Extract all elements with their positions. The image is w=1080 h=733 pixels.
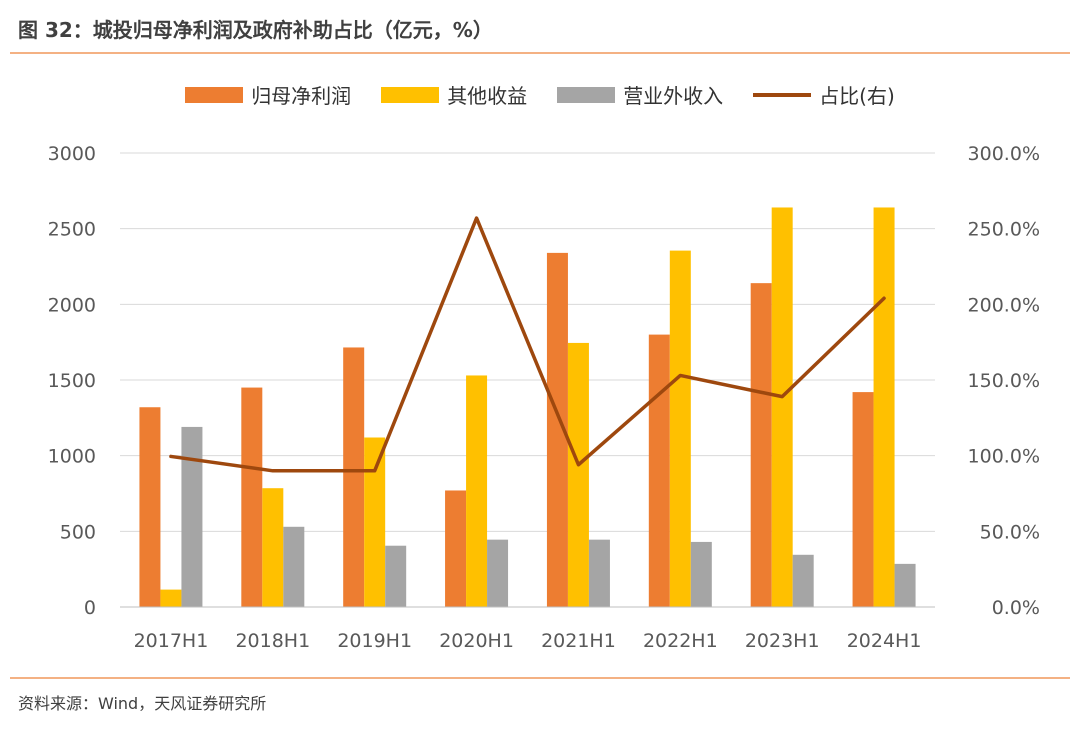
legend-item-net-profit: 归母净利润 xyxy=(185,80,351,109)
y-right-tick-label: 250.0% xyxy=(968,219,1040,241)
x-tick-label: 2021H1 xyxy=(541,630,616,652)
bar xyxy=(385,545,407,607)
title-divider xyxy=(10,52,1070,54)
bar xyxy=(139,407,161,607)
bar xyxy=(852,392,874,607)
x-tick-label: 2022H1 xyxy=(643,630,718,652)
y-right-tick-label: 300.0% xyxy=(968,143,1040,165)
ratio-line-layer xyxy=(169,216,886,473)
y-right-tick-label: 0.0% xyxy=(992,597,1040,619)
bar xyxy=(283,526,305,607)
bar xyxy=(873,207,895,608)
bars xyxy=(139,207,916,608)
bar xyxy=(466,375,488,607)
y-left-tick-label: 2000 xyxy=(48,294,96,316)
source-note: 资料来源：Wind，天风证券研究所 xyxy=(18,694,267,713)
y-left-tick-label: 1000 xyxy=(48,446,96,468)
legend-label-other-income: 其他收益 xyxy=(447,84,528,108)
x-tick-label: 2020H1 xyxy=(439,630,514,652)
x-tick-label: 2023H1 xyxy=(745,630,820,652)
bar xyxy=(690,541,712,607)
legend-swatch-other-income xyxy=(381,86,440,103)
y-right-tick-label: 200.0% xyxy=(968,294,1040,316)
bar xyxy=(487,539,509,607)
bar xyxy=(364,437,386,607)
legend-label-net-profit: 归母净利润 xyxy=(251,84,352,108)
legend-item-other-income: 其他收益 xyxy=(381,80,527,109)
bar xyxy=(771,207,793,608)
bar xyxy=(669,250,691,608)
bar xyxy=(241,387,263,607)
y-right-tick-label: 150.0% xyxy=(968,370,1040,392)
legend-swatch-non-operating xyxy=(557,86,616,103)
bar xyxy=(160,589,182,607)
bar xyxy=(445,490,467,607)
y-left-tick-label: 1500 xyxy=(48,370,96,392)
bar xyxy=(567,342,589,607)
x-tick-label: 2019H1 xyxy=(337,630,412,652)
y-left-tick-label: 2500 xyxy=(48,219,96,241)
legend-item-non-operating: 营业外收入 xyxy=(557,80,723,109)
x-tick-label: 2018H1 xyxy=(235,630,310,652)
legend-swatch-ratio xyxy=(753,92,812,97)
y-left-tick-label: 500 xyxy=(60,521,96,543)
bar xyxy=(343,347,365,607)
bar xyxy=(648,334,670,607)
bar xyxy=(750,283,772,607)
legend-label-non-operating: 营业外收入 xyxy=(623,84,724,108)
figure-title: 图 32：城投归母净利润及政府补助占比（亿元，%） xyxy=(18,18,493,42)
y-right-tick-label: 100.0% xyxy=(968,446,1040,468)
y-right-tick-label: 50.0% xyxy=(980,521,1040,543)
bar xyxy=(588,539,610,607)
legend-swatch-net-profit xyxy=(185,86,244,103)
bar xyxy=(262,488,284,607)
bar xyxy=(546,252,568,607)
legend-label-ratio: 占比(右) xyxy=(819,84,895,108)
y-left-tick-label: 3000 xyxy=(48,143,96,165)
bar xyxy=(181,426,203,607)
chart-legend: 归母净利润 其他收益 营业外收入 占比(右) xyxy=(0,80,1080,109)
ratio-line xyxy=(169,216,886,473)
bar xyxy=(792,554,814,607)
y-left-tick-label: 0 xyxy=(84,597,96,619)
axes: 0 500 1000 1500 2000 2500 3000 0.0% 50.0% 100.0% 1… xyxy=(48,143,1040,652)
x-tick-label: 2017H1 xyxy=(134,630,209,652)
combo-chart: 0 500 1000 1500 2000 2500 3000 0.0% 50.0% 100.0% 1… xyxy=(48,143,1040,652)
legend-item-ratio: 占比(右) xyxy=(753,80,895,109)
bar xyxy=(894,563,916,607)
source-divider xyxy=(10,677,1070,679)
x-tick-label: 2024H1 xyxy=(847,630,922,652)
